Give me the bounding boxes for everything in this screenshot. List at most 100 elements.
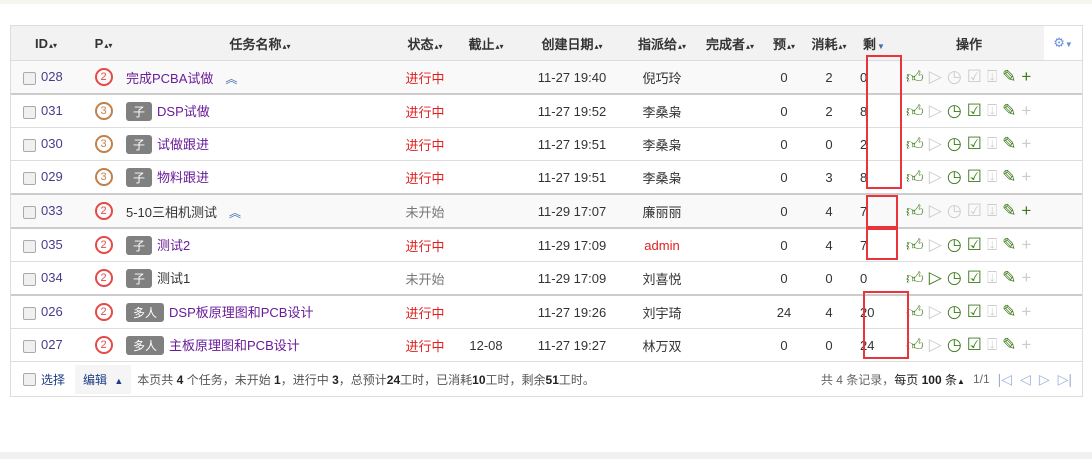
column-header[interactable]: 截止▴▾ [456,26,516,61]
table-row[interactable]: 030 3 子试做跟进 进行中 11-27 19:51 李桑枭 0 0 2 👍︎… [11,127,1082,161]
finish-check-icon[interactable]: ☑ [966,167,982,186]
task-name-link[interactable]: 5-10三相机测试 [126,204,218,220]
task-id[interactable]: 029 [41,169,63,185]
record-time-clock-icon[interactable]: ◷ [946,302,962,321]
assign-thumb-icon[interactable]: 👍︎ [906,134,924,154]
edit-button[interactable]: 编辑 ▲ [75,364,132,394]
assign-thumb-icon[interactable]: 👍︎ [906,302,924,322]
column-header[interactable]: 指派给▴▾ [628,26,696,61]
task-id[interactable]: 034 [41,270,63,286]
table-row[interactable]: 028 2 完成PCBA试做 ︽ 进行中 11-27 19:40 倪巧玲 0 2 … [11,60,1082,95]
record-time-clock-icon[interactable]: ◷ [946,235,962,254]
collapse-icon[interactable]: ︽ [229,205,242,220]
record-time-clock-icon[interactable]: ◷ [946,335,962,354]
table-row[interactable]: 027 2 多人 主板原理图和PCB设计 进行中 12-08 11-27 19:2… [11,328,1082,362]
row-checkbox[interactable] [23,138,36,152]
table-row[interactable]: 033 2 5-10三相机测试 ︽ 未开始 11-29 17:07 廉丽丽 0 4… [11,193,1082,229]
row-checkbox[interactable] [23,205,36,219]
add-subtask-plus-icon[interactable]: + [1021,201,1032,220]
assign-thumb-icon[interactable]: 👍︎ [906,235,924,255]
table-row[interactable]: 029 3 子物料跟进 进行中 11-27 19:51 李桑枭 0 3 8 👍︎… [11,160,1082,195]
page-size-select[interactable]: 每页 100 条▲ [894,372,965,387]
task-name-link[interactable]: DSP板原理图和PCB设计 [169,305,314,320]
assign-thumb-icon[interactable]: 👍︎ [906,67,924,87]
edit-pencil-icon[interactable]: ✎ [1002,67,1017,86]
assign-thumb-icon[interactable]: 👍︎ [906,167,924,187]
record-time-clock-icon[interactable]: ◷ [946,101,962,120]
task-name-link[interactable]: 测试1 [157,271,191,286]
last-page-icon[interactable]: ▷| [1057,370,1072,387]
table-row[interactable]: 035 2 子测试2 进行中 11-29 17:09 admin 0 4 7 👍… [11,227,1082,262]
edit-pencil-icon[interactable]: ✎ [1002,302,1017,321]
first-page-icon[interactable]: |◁ [997,370,1013,387]
task-name-link[interactable]: 测试2 [157,238,191,253]
edit-pencil-icon[interactable]: ✎ [1002,235,1017,254]
column-header[interactable]: 完成者▴▾ [696,26,764,61]
assigned-to[interactable]: 李桑枭 [628,93,696,128]
next-page-icon[interactable]: ▷ [1038,370,1050,387]
edit-pencil-icon[interactable]: ✎ [1002,335,1017,354]
task-id[interactable]: 035 [41,237,63,253]
assigned-to[interactable]: 刘喜悦 [628,261,696,296]
row-checkbox[interactable] [23,339,36,353]
edit-pencil-icon[interactable]: ✎ [1002,101,1017,120]
row-checkbox[interactable] [23,306,36,320]
select-label[interactable]: 选择 [41,372,66,387]
edit-pencil-icon[interactable]: ✎ [1002,167,1017,186]
assigned-to[interactable]: 林万双 [628,328,696,362]
assigned-to[interactable]: admin [628,227,696,262]
column-header[interactable]: 预▴▾ [764,26,804,61]
select-all-checkbox[interactable] [23,372,36,386]
assigned-to[interactable]: 李桑枭 [628,127,696,161]
task-name-link[interactable]: 试做跟进 [157,137,210,152]
finish-check-icon[interactable]: ☑ [966,235,982,254]
edit-pencil-icon[interactable]: ✎ [1002,268,1017,287]
assigned-to[interactable]: 李桑枭 [628,160,696,195]
row-checkbox[interactable] [23,71,36,85]
task-name-link[interactable]: DSP试做 [157,104,210,119]
table-row[interactable]: 034 2 子测试1 未开始 11-29 17:09 刘喜悦 0 0 0 👍︎ ▷… [11,261,1082,296]
task-id[interactable]: 026 [41,304,63,320]
record-time-clock-icon[interactable]: ◷ [946,268,962,287]
edit-pencil-icon[interactable]: ✎ [1002,201,1017,220]
task-id[interactable]: 033 [41,203,63,219]
edit-pencil-icon[interactable]: ✎ [1002,134,1017,153]
finish-check-icon[interactable]: ☑ [966,268,982,287]
row-checkbox[interactable] [23,239,36,253]
table-row[interactable]: 026 2 多人 DSP板原理图和PCB设计 进行中 11-27 19:26 刘宇… [11,294,1082,329]
column-header[interactable]: 创建日期▴▾ [516,26,628,61]
prev-page-icon[interactable]: ◁ [1020,370,1031,387]
row-checkbox[interactable] [23,105,36,119]
assign-thumb-icon[interactable]: 👍︎ [906,201,924,221]
column-header[interactable]: 状态▴▾ [394,26,456,61]
record-time-clock-icon[interactable]: ◷ [946,134,962,153]
task-id[interactable]: 030 [41,136,63,152]
record-time-clock-icon[interactable]: ◷ [946,167,962,186]
task-id[interactable]: 027 [41,337,63,353]
column-header[interactable]: ID▴▾ [11,26,81,61]
start-icon[interactable]: ▷ [928,268,942,287]
add-subtask-plus-icon[interactable]: + [1021,67,1032,86]
column-header[interactable]: 消耗▴▾ [804,26,854,61]
finish-check-icon[interactable]: ☑ [966,335,982,354]
row-checkbox[interactable] [23,171,36,185]
task-id[interactable]: 031 [41,103,63,119]
column-header[interactable]: 任务名称▴▾ [126,26,394,61]
assigned-to[interactable]: 刘宇琦 [628,294,696,329]
column-header[interactable]: P▴▾ [81,26,126,61]
finish-check-icon[interactable]: ☑ [966,101,982,120]
column-settings-button[interactable]: ⚙▼ [1044,26,1082,61]
row-checkbox[interactable] [23,272,36,286]
assigned-to[interactable]: 廉丽丽 [628,193,696,229]
assigned-to[interactable]: 倪巧玲 [628,60,696,95]
task-name-link[interactable]: 物料跟进 [157,170,210,185]
collapse-icon[interactable]: ︽ [225,71,238,86]
assign-thumb-icon[interactable]: 👍︎ [906,335,924,355]
finish-check-icon[interactable]: ☑ [966,302,982,321]
task-name-link[interactable]: 主板原理图和PCB设计 [169,338,300,353]
table-row[interactable]: 031 3 子 DSP试做 进行中 11-27 19:52 李桑枭 0 2 8 👍… [11,93,1082,128]
task-id[interactable]: 028 [41,69,63,85]
task-name-link[interactable]: 完成PCBA试做 [126,70,214,86]
finish-check-icon[interactable]: ☑ [966,134,982,153]
assign-thumb-icon[interactable]: 👍︎ [906,101,924,121]
